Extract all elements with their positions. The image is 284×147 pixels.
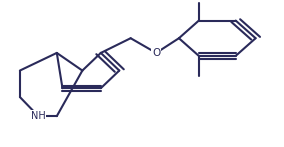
Text: O: O (152, 48, 160, 58)
Text: NH: NH (31, 111, 46, 121)
